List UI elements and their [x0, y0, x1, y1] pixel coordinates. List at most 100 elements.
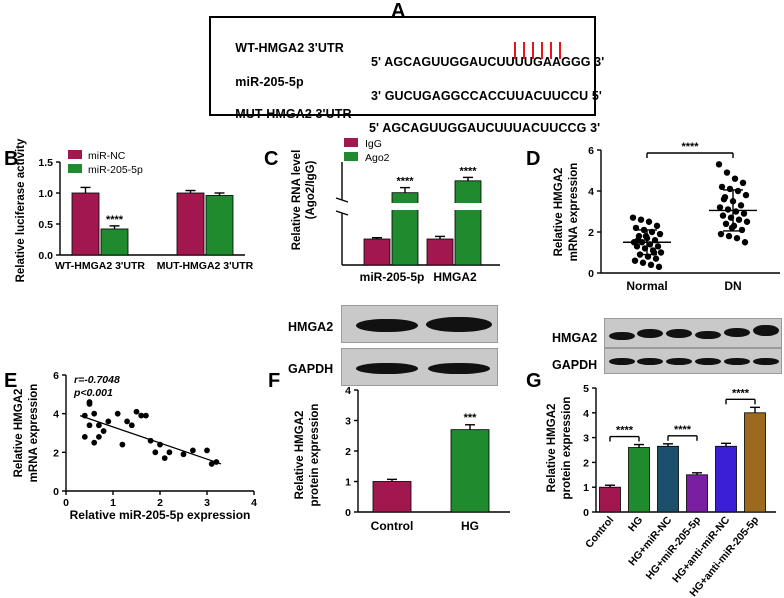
- f-y-axis-label: Relative HMGA2: [294, 411, 306, 500]
- e-data-point: [133, 408, 140, 415]
- d-data-point: [656, 230, 664, 238]
- b-bar: [100, 228, 129, 256]
- d-data-point: [629, 214, 637, 221]
- e-data-point: [105, 418, 112, 425]
- e-correlation-label: r=-0.7048: [74, 374, 120, 386]
- d-y-axis-label: Relative HMGA2: [553, 168, 565, 257]
- sequence-alignment-box: WT-HMGA2 3'UTR 5' AGCAGUUGGAUCUUUUGAAGGG…: [209, 16, 604, 135]
- g-y-tick-label: 3: [583, 433, 589, 445]
- g-significance-label: ****: [674, 424, 692, 436]
- pairing-mark: [550, 42, 552, 59]
- d-x-tick-label: Normal: [626, 279, 667, 293]
- d-data-point: [735, 216, 743, 223]
- g-bar: [715, 445, 737, 513]
- e-data-point: [86, 422, 93, 429]
- g-bar: [599, 486, 621, 513]
- e-data-point: [96, 433, 102, 440]
- blot-band: [724, 358, 750, 365]
- e-data-point: [152, 449, 159, 456]
- mut-utr-label: MUT-HMGA2 3'UTR: [235, 107, 352, 121]
- e-data-point: [91, 439, 98, 446]
- c-axis-break-mark: [335, 197, 349, 203]
- d-data-point: [645, 218, 653, 225]
- d-data-point: [742, 191, 750, 199]
- blot-band: [666, 358, 692, 365]
- e-y-tick-label: 2: [53, 447, 59, 459]
- g-y-axis-label: protein expression: [561, 397, 573, 500]
- b-y-tick-label: 0.5: [38, 219, 53, 231]
- blot-band: [753, 325, 779, 336]
- g-bar: [744, 412, 766, 513]
- b-legend-label: miR-205-5p: [88, 164, 143, 176]
- c-legend-label: Ago2: [365, 152, 390, 164]
- e-y-tick-label: 0: [53, 486, 59, 498]
- f-bar: [450, 429, 490, 513]
- blot-band: [695, 331, 721, 339]
- g-y-axis-label: Relative HMGA2: [546, 404, 558, 493]
- d-data-point: [733, 234, 741, 242]
- d-data-point: [716, 204, 724, 211]
- mut-utr-sequence: 5' AGCAGUUGGAUCUUUACUUCCG 3': [369, 121, 601, 135]
- pairing-mark: [541, 42, 543, 59]
- mir-sequence: 3' GUCUGAGGCCACCUUACUUCCU 5': [371, 89, 602, 103]
- d-data-point: [715, 161, 723, 168]
- d-data-point: [725, 232, 733, 240]
- blot-band: [695, 358, 721, 365]
- d-y-tick-label: 6: [588, 145, 594, 157]
- d-data-point: [639, 259, 647, 266]
- e-y-tick-label: 6: [53, 370, 59, 382]
- d-data-point: [728, 224, 736, 232]
- e-x-tick-label: 2: [157, 497, 163, 509]
- panel-g-letter: G: [526, 370, 542, 392]
- wt-utr-sequence: 5' AGCAGUUGGAUCUUUUGAAGGG 3': [371, 55, 605, 69]
- blot-c-gapdh-label: GAPDH: [288, 362, 334, 376]
- d-data-point: [722, 220, 730, 227]
- g-y-tick-label: 2: [583, 457, 589, 469]
- d-y-tick-label: 4: [588, 186, 594, 198]
- g-x-tick-label: Control: [583, 514, 616, 550]
- d-data-point: [741, 239, 749, 246]
- d-x-tick-label: DN: [724, 279, 741, 293]
- panel-f-letter: F: [268, 370, 281, 392]
- d-data-point: [653, 222, 661, 230]
- e-x-tick-label: 1: [110, 497, 116, 509]
- b-significance-label: ****: [106, 214, 124, 226]
- d-data-point: [737, 202, 745, 209]
- f-y-axis-label: protein expression: [309, 404, 321, 507]
- b-x-tick-label: MUT-HMGA2 3'UTR: [157, 260, 254, 272]
- d-data-point: [717, 230, 725, 238]
- d-data-point: [720, 196, 728, 203]
- b-y-tick-label: 0.0: [38, 250, 53, 262]
- e-data-point: [208, 461, 215, 467]
- e-data-point: [124, 418, 130, 425]
- d-data-point: [642, 232, 650, 240]
- c-y-axis-label: (Ago2/IgG): [305, 160, 317, 219]
- g-y-tick-label: 4: [583, 408, 589, 420]
- e-x-tick-label: 4: [251, 497, 257, 509]
- e-data-point: [114, 410, 121, 417]
- d-data-point: [743, 218, 751, 225]
- c-legend-label: IgG: [365, 138, 382, 150]
- f-y-tick-label: 2: [345, 446, 351, 458]
- blot-c-hmga2-label: HMGA2: [288, 320, 334, 334]
- e-data-point: [161, 455, 168, 462]
- e-data-point: [180, 451, 187, 458]
- d-data-point: [726, 185, 734, 193]
- panel-b-letter: B: [4, 148, 19, 170]
- blot-band: [356, 319, 418, 332]
- e-y-tick-label: 4: [53, 409, 59, 421]
- b-y-axis-label: Relative luciferase activity: [15, 138, 27, 282]
- e-data-point: [96, 422, 102, 429]
- f-x-tick-label: Control: [371, 519, 414, 533]
- f-bar: [372, 481, 412, 513]
- g-bar: [657, 445, 679, 513]
- blot-g-hmga2: [604, 318, 782, 348]
- d-data-point: [731, 175, 739, 182]
- d-data-point: [734, 187, 742, 195]
- c-bar: [454, 180, 482, 266]
- e-data-point: [81, 433, 88, 440]
- g-y-tick-label: 1: [583, 482, 589, 494]
- f-y-tick-label: 4: [345, 385, 351, 397]
- g-y-tick-label: 0: [583, 507, 589, 519]
- c-significance-label: ****: [459, 165, 477, 177]
